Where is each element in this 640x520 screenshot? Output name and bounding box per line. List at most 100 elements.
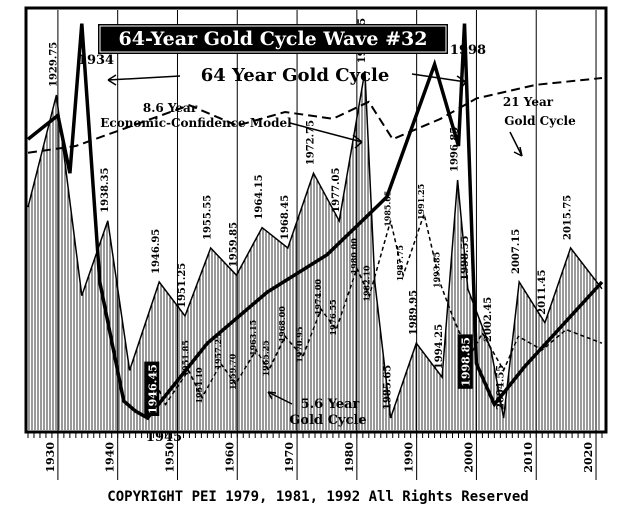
ecm-turn-label: 1994.25 — [434, 324, 445, 369]
ecm-turn-label: 2002.45 — [483, 297, 494, 342]
copyright: COPYRIGHT PEI 1979, 1981, 1992 All Right… — [107, 489, 528, 505]
gold64-label: 64 Year Gold Cycle — [201, 65, 390, 86]
ecm-turn-label: 1951.25 — [177, 263, 188, 308]
turn-text: 1938.35 — [100, 168, 111, 213]
x-tick-label: 1970 — [283, 442, 296, 473]
turn-text: 2015.75 — [563, 195, 574, 240]
turn-text: 1996.85 — [450, 127, 461, 172]
turn-text: 1980.00 — [349, 238, 359, 275]
gold56-turn-label: 1985.65 — [383, 191, 393, 227]
turn-text: 1946.45 — [146, 364, 159, 414]
turn-text: 1998.55 — [460, 236, 471, 281]
highlight-turn-label: 1946.45 — [144, 361, 160, 416]
gold56-turn-label: 1982.10 — [361, 265, 371, 302]
ecm-turn-label: 1998.55 — [460, 236, 471, 281]
peak-label-1934: 1934 — [78, 53, 114, 68]
x-tick-label: 2010 — [522, 442, 535, 473]
ecm-turn-label: 1964.15 — [254, 174, 265, 219]
gold56-turn-label: 1991.25 — [416, 184, 426, 220]
ecm-turn-label: 2004.55 — [496, 365, 507, 410]
gold56-turn-label: 1959.70 — [227, 353, 237, 390]
gold56-turn-label: 1980.00 — [349, 238, 359, 275]
turn-text: 1970.95 — [295, 327, 305, 363]
turn-text: 1972.75 — [306, 120, 317, 165]
gold56-turn-label: 1965.25 — [261, 340, 271, 376]
series-gold56 — [146, 211, 603, 419]
x-tick-label: 1960 — [223, 442, 236, 473]
turn-box — [144, 361, 160, 416]
series-gold21 — [27, 77, 603, 154]
turn-text: 1987.75 — [395, 245, 405, 281]
x-axis: 1930 1940 1950 1960 1970 1980 1990 2000 2010 2020 — [26, 430, 606, 473]
ecm-turn-label: 1929.75 — [48, 42, 59, 87]
ecm-turn-label: 1996.85 — [450, 127, 461, 172]
turn-labels: 1929.75 1938.35 1946.95 1951.25 1955.55 1959.… — [48, 18, 574, 416]
turn-text: 2011.45 — [537, 270, 548, 315]
gold56-turn-label: 1970.95 — [295, 327, 305, 363]
turn-text: 1985.65 — [383, 365, 394, 410]
gold56-turn-label: 1951.85 — [181, 340, 191, 376]
series-ecm — [27, 71, 603, 419]
turn-text: 1977.05 — [331, 168, 342, 213]
turn-text: 2004.55 — [496, 365, 507, 410]
turn-text: 1982.10 — [361, 265, 371, 302]
ecm-turn-label: 1946.95 — [151, 229, 162, 274]
gold21-label-line2: Gold Cycle — [504, 114, 576, 128]
ecm-turn-label: 1977.05 — [331, 168, 342, 213]
gold56-label-line2: Gold Cycle — [289, 413, 366, 428]
turn-text: 1929.75 — [48, 42, 59, 87]
ecm-turn-label: 1959.85 — [228, 222, 239, 267]
gold56-turn-label: 1993.85 — [432, 252, 442, 288]
turn-text: 1989.95 — [408, 290, 419, 335]
chart-title: 64-Year Gold Cycle Wave #32 — [119, 28, 428, 50]
ecm-turn-label: 1972.75 — [306, 120, 317, 165]
gold56-turn-label: 1976.55 — [328, 299, 338, 335]
gold56-turn-label: 1957.25 — [213, 333, 223, 369]
turn-text: 1959.70 — [227, 353, 237, 390]
turn-text: 1991.25 — [416, 184, 426, 220]
series-gold64 — [26, 23, 604, 421]
gold56-turn-label: 1987.75 — [395, 245, 405, 281]
turn-text: 2002.45 — [483, 297, 494, 342]
turn-text: 1993.85 — [432, 252, 442, 288]
x-tick-label: 2020 — [582, 442, 595, 473]
gold56-turn-label: 1963.15 — [248, 320, 258, 356]
x-tick-label: 1930 — [44, 442, 57, 473]
turn-box — [457, 334, 473, 389]
turn-text: 1998.85 — [460, 337, 473, 387]
turn-text: 1951.85 — [181, 340, 191, 376]
turn-text: 1994.25 — [434, 324, 445, 369]
turn-text: 1955.55 — [203, 195, 214, 240]
ecm-turn-label: 1968.45 — [280, 195, 291, 240]
x-tick-label: 1940 — [104, 442, 117, 473]
gold56-turn-label: 1968.00 — [277, 306, 287, 343]
ecm-label-line1: 8.6 Year — [143, 101, 198, 115]
annotation-arrows — [107, 73, 523, 405]
turn-text: 1985.65 — [383, 191, 393, 227]
turn-text: 1976.55 — [328, 299, 338, 335]
gold56-turn-label: 1954.10 — [194, 367, 204, 404]
series-layer — [26, 23, 604, 430]
x-tick-label: 1990 — [403, 442, 416, 473]
highlight-turn-label: 1998.85 — [457, 334, 473, 389]
gold56-label-line1: 5.6 Year — [301, 397, 360, 412]
turn-text: 1951.25 — [177, 263, 188, 308]
turn-text: 1957.25 — [213, 333, 223, 369]
ecm-turn-label: 1985.65 — [383, 365, 394, 410]
gold56-turn-label: 1974.00 — [313, 279, 323, 316]
ecm-label-line2: Economic-Confidence Model — [100, 116, 292, 130]
turn-text: 2007.15 — [511, 229, 522, 274]
title-box: 64-Year Gold Cycle Wave #32 — [98, 24, 448, 54]
gold21-label-line1: 21 Year — [503, 95, 554, 109]
x-tick-label: 1980 — [343, 442, 356, 473]
turn-text: 1963.15 — [248, 320, 258, 356]
turn-text: 1968.45 — [280, 195, 291, 240]
turn-text: 1954.10 — [194, 367, 204, 404]
x-tick-label: 1950 — [163, 442, 176, 473]
ecm-turn-label: 2015.75 — [563, 195, 574, 240]
turn-text: 1965.25 — [261, 340, 271, 376]
ecm-turn-label: 1989.95 — [408, 290, 419, 335]
turn-text: 1959.85 — [228, 222, 239, 267]
low-label-1945: 1945 — [146, 430, 182, 445]
